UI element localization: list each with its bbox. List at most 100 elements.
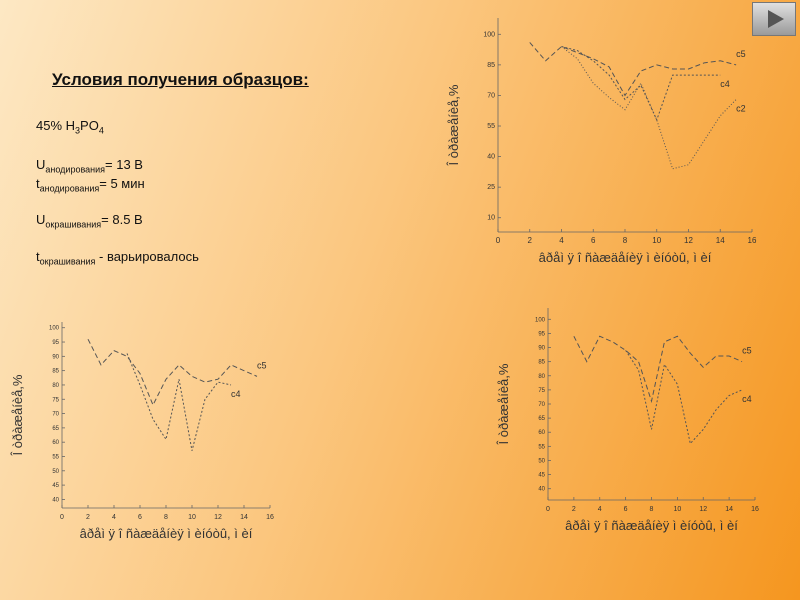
series-label: c2: [736, 104, 746, 114]
series-label: c4: [720, 79, 730, 89]
x-tick-label: 16: [751, 506, 759, 513]
y-tick-label: 60: [52, 440, 59, 446]
condition-line: tокрашивания - варьировалось: [36, 249, 199, 267]
slide-title: Условия получения образцов:: [52, 70, 309, 89]
y-tick-label: 25: [487, 184, 495, 191]
y-tick-label: 70: [487, 92, 495, 99]
x-tick-label: 14: [716, 236, 725, 245]
text: = 8.5 В: [101, 212, 143, 227]
x-tick-label: 12: [699, 506, 707, 513]
x-tick-label: 8: [164, 514, 168, 521]
y-tick-label: 75: [538, 388, 545, 394]
y-tick-label: 65: [52, 426, 59, 432]
y-tick-label: 45: [538, 473, 545, 479]
y-tick-label: 80: [538, 374, 545, 380]
y-tick-label: 85: [52, 369, 59, 375]
y-tick-label: 100: [49, 326, 60, 332]
subscript: 4: [98, 125, 104, 136]
series-label: c5: [736, 49, 746, 59]
x-tick-label: 6: [591, 236, 596, 245]
y-tick-label: 70: [538, 402, 545, 408]
y-axis-label: Î òðàæåíèå,%: [10, 374, 25, 456]
subscript: анодирования: [45, 164, 106, 175]
y-tick-label: 70: [52, 412, 59, 418]
condition-line: Uокрашивания= 8.5 В: [36, 212, 143, 230]
y-tick-label: 65: [538, 416, 545, 422]
x-tick-label: 2: [528, 236, 533, 245]
y-tick-label: 50: [52, 469, 59, 475]
x-tick-label: 14: [240, 514, 248, 521]
series-label: c4: [231, 389, 241, 399]
condition-line: tанодирования= 5 мин: [36, 176, 145, 194]
text: U: [36, 212, 46, 227]
series-line: [625, 350, 743, 445]
series-line: [126, 353, 232, 451]
series-line: [573, 335, 743, 404]
next-icon[interactable]: [753, 3, 795, 35]
text: PO: [80, 118, 99, 133]
series-label: c5: [257, 360, 267, 370]
x-tick-label: 10: [652, 236, 661, 245]
y-tick-label: 80: [52, 383, 59, 389]
y-tick-label: 85: [487, 62, 495, 69]
y-tick-label: 85: [538, 360, 545, 366]
x-tick-label: 0: [60, 514, 64, 521]
y-tick-label: 45: [52, 483, 59, 489]
x-tick-label: 0: [496, 236, 501, 245]
y-tick-label: 40: [52, 497, 59, 503]
y-tick-label: 95: [538, 331, 545, 337]
text: U: [36, 157, 46, 172]
series-line: [561, 46, 737, 170]
subscript: анодирования: [39, 183, 100, 194]
y-tick-label: 100: [483, 31, 495, 38]
text: - варьировалось: [95, 249, 199, 264]
subscript: окрашивания: [45, 219, 102, 230]
y-tick-label: 75: [52, 397, 59, 403]
x-axis-label: âðåì ÿ î ñàæäåíèÿ ì èíóòû, ì èí: [565, 518, 738, 533]
y-tick-label: 55: [538, 444, 545, 450]
subscript: окрашивания: [39, 256, 96, 267]
y-tick-label: 100: [535, 317, 546, 323]
x-tick-label: 4: [112, 514, 116, 521]
y-axis-label: Î òðàæåíèå,%: [446, 84, 461, 166]
x-tick-label: 2: [86, 514, 90, 521]
condition-line: Uанодирования= 13 В: [36, 157, 143, 175]
text: = 5 мин: [99, 176, 145, 191]
subscript: 3: [75, 125, 81, 136]
text: t: [36, 176, 40, 191]
x-tick-label: 12: [214, 514, 222, 521]
x-tick-label: 8: [650, 506, 654, 513]
series-line: [529, 42, 737, 97]
x-tick-label: 4: [559, 236, 564, 245]
x-tick-label: 2: [572, 506, 576, 513]
y-tick-label: 10: [487, 215, 495, 222]
y-tick-label: 55: [487, 123, 495, 130]
x-tick-label: 16: [748, 236, 757, 245]
x-tick-label: 16: [266, 514, 274, 521]
x-tick-label: 6: [624, 506, 628, 513]
y-tick-label: 90: [538, 346, 545, 352]
text: = 13 В: [105, 157, 143, 172]
x-tick-label: 10: [188, 514, 196, 521]
x-axis-label: âðåì ÿ î ñàæäåíèÿ ì èíóòû, ì èí: [539, 250, 712, 265]
y-tick-label: 40: [538, 487, 545, 493]
next-button[interactable]: [752, 2, 796, 36]
y-tick-label: 95: [52, 340, 59, 346]
y-tick-label: 50: [538, 458, 545, 464]
series-line: [561, 46, 721, 122]
y-tick-label: 90: [52, 354, 59, 360]
series-label: c4: [742, 394, 752, 404]
x-tick-label: 0: [546, 506, 550, 513]
x-tick-label: 12: [684, 236, 693, 245]
y-axis-label: Î òðàæåíèå,%: [496, 363, 511, 445]
condition-line: 45% H3PO4: [36, 118, 104, 136]
y-tick-label: 60: [538, 430, 545, 436]
text: 45% H: [36, 118, 76, 133]
x-tick-label: 8: [623, 236, 628, 245]
text: t: [36, 249, 40, 264]
series-line: [87, 338, 258, 407]
series-label: c5: [742, 346, 752, 356]
x-axis-label: âðåì ÿ î ñàæäåíèÿ ì èíóòû, ì èí: [80, 526, 253, 541]
x-tick-label: 4: [598, 506, 602, 513]
